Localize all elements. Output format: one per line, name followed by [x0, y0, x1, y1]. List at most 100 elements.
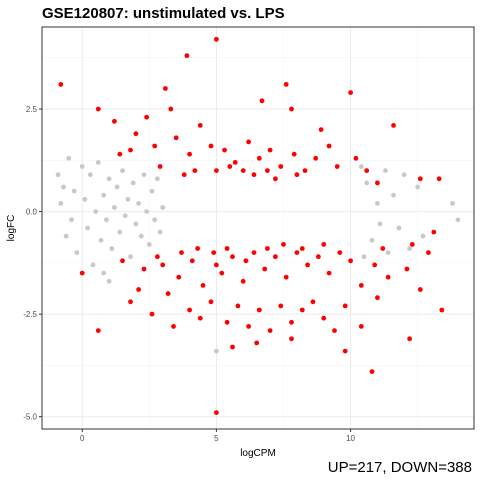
- nonsignificant-point: [361, 254, 367, 260]
- y-axis-label: logFC: [6, 215, 17, 242]
- significant-point: [214, 262, 219, 268]
- nonsignificant-point: [369, 237, 375, 243]
- significant-point: [256, 155, 262, 161]
- nonsignificant-point: [114, 184, 120, 190]
- nonsignificant-point: [155, 176, 160, 182]
- significant-point: [289, 106, 294, 112]
- significant-point: [299, 307, 305, 313]
- nonsignificant-point: [396, 225, 402, 231]
- nonsignificant-point: [106, 176, 112, 182]
- significant-point: [208, 299, 214, 305]
- nonsignificant-point: [74, 250, 80, 256]
- nonsignificant-point: [90, 262, 96, 268]
- significant-point: [417, 176, 423, 182]
- plot-panel-border: [41, 26, 475, 430]
- nonsignificant-point: [125, 196, 131, 202]
- significant-point: [224, 246, 230, 251]
- nonsignificant-point: [58, 201, 64, 206]
- nonsignificant-point: [391, 192, 396, 198]
- nonsignificant-point: [61, 184, 66, 190]
- significant-point: [230, 254, 235, 260]
- significant-point: [224, 319, 230, 325]
- significant-point: [171, 324, 176, 329]
- significant-point: [305, 262, 310, 268]
- significant-point: [187, 307, 193, 313]
- significant-point: [278, 303, 284, 309]
- nonsignificant-point: [455, 217, 461, 223]
- nonsignificant-point: [401, 172, 407, 178]
- significant-point: [407, 336, 412, 342]
- significant-point: [195, 246, 201, 251]
- significant-point: [313, 155, 319, 161]
- nonsignificant-point: [87, 172, 93, 178]
- plot-panel: [42, 27, 474, 429]
- significant-point: [281, 242, 286, 247]
- significant-point: [200, 283, 206, 288]
- significant-point: [321, 242, 327, 247]
- significant-point: [243, 258, 249, 264]
- significant-point: [165, 291, 171, 296]
- nonsignificant-point: [93, 209, 99, 215]
- significant-point: [189, 258, 195, 264]
- significant-point: [157, 164, 163, 169]
- significant-point: [184, 53, 190, 59]
- significant-point: [334, 164, 340, 169]
- nonsignificant-point: [152, 217, 158, 223]
- significant-point: [141, 266, 147, 272]
- nonsignificant-point: [450, 201, 455, 206]
- significant-point: [372, 262, 378, 268]
- significant-point: [326, 143, 332, 149]
- significant-point: [291, 151, 297, 157]
- significant-point: [163, 86, 168, 91]
- x-axis-label: logCPM: [240, 448, 276, 459]
- significant-point: [426, 250, 431, 256]
- significant-point: [95, 328, 101, 333]
- significant-point: [222, 147, 227, 153]
- nonsignificant-point: [85, 225, 90, 231]
- significant-point: [431, 229, 437, 235]
- significant-point: [417, 287, 423, 292]
- significant-point: [439, 307, 445, 313]
- significant-point: [385, 274, 391, 280]
- nonsignificant-point: [104, 217, 109, 223]
- significant-point: [283, 82, 289, 87]
- significant-point: [342, 303, 348, 309]
- nonsignificant-point: [69, 217, 74, 223]
- significant-point: [181, 172, 187, 178]
- significant-point: [197, 123, 203, 128]
- significant-point: [358, 283, 364, 288]
- nonsignificant-point: [160, 205, 166, 210]
- significant-point: [192, 168, 198, 174]
- nonsignificant-point: [383, 168, 388, 174]
- y-axis-ticks: 2.5 0.0 -2.5 -5.0: [23, 105, 42, 422]
- y-tick-label: -2.5: [23, 310, 37, 319]
- significant-point: [310, 299, 316, 305]
- significant-point: [294, 250, 300, 256]
- significant-point: [155, 254, 160, 260]
- significant-point: [214, 168, 219, 174]
- data-points: [55, 36, 461, 415]
- significant-point: [259, 98, 265, 104]
- significant-point: [391, 123, 396, 128]
- nonsignificant-point: [82, 196, 88, 202]
- nonsignificant-point: [358, 164, 364, 169]
- nonsignificant-point: [128, 254, 133, 260]
- significant-point: [342, 348, 348, 354]
- significant-point: [173, 135, 179, 141]
- significant-point: [232, 160, 238, 165]
- significant-point: [265, 246, 270, 251]
- nonsignificant-point: [112, 205, 117, 210]
- x-tick-label: 10: [346, 434, 355, 443]
- significant-point: [240, 278, 246, 284]
- significant-point: [265, 168, 270, 174]
- nonsignificant-point: [136, 201, 142, 206]
- nonsignificant-point: [106, 278, 112, 284]
- significant-point: [120, 258, 125, 264]
- nonsignificant-point: [214, 348, 219, 354]
- nonsignificant-point: [375, 201, 380, 206]
- significant-point: [299, 246, 305, 251]
- y-tick-label: 0.0: [26, 208, 38, 217]
- nonsignificant-point: [364, 180, 370, 186]
- nonsignificant-point: [415, 184, 421, 190]
